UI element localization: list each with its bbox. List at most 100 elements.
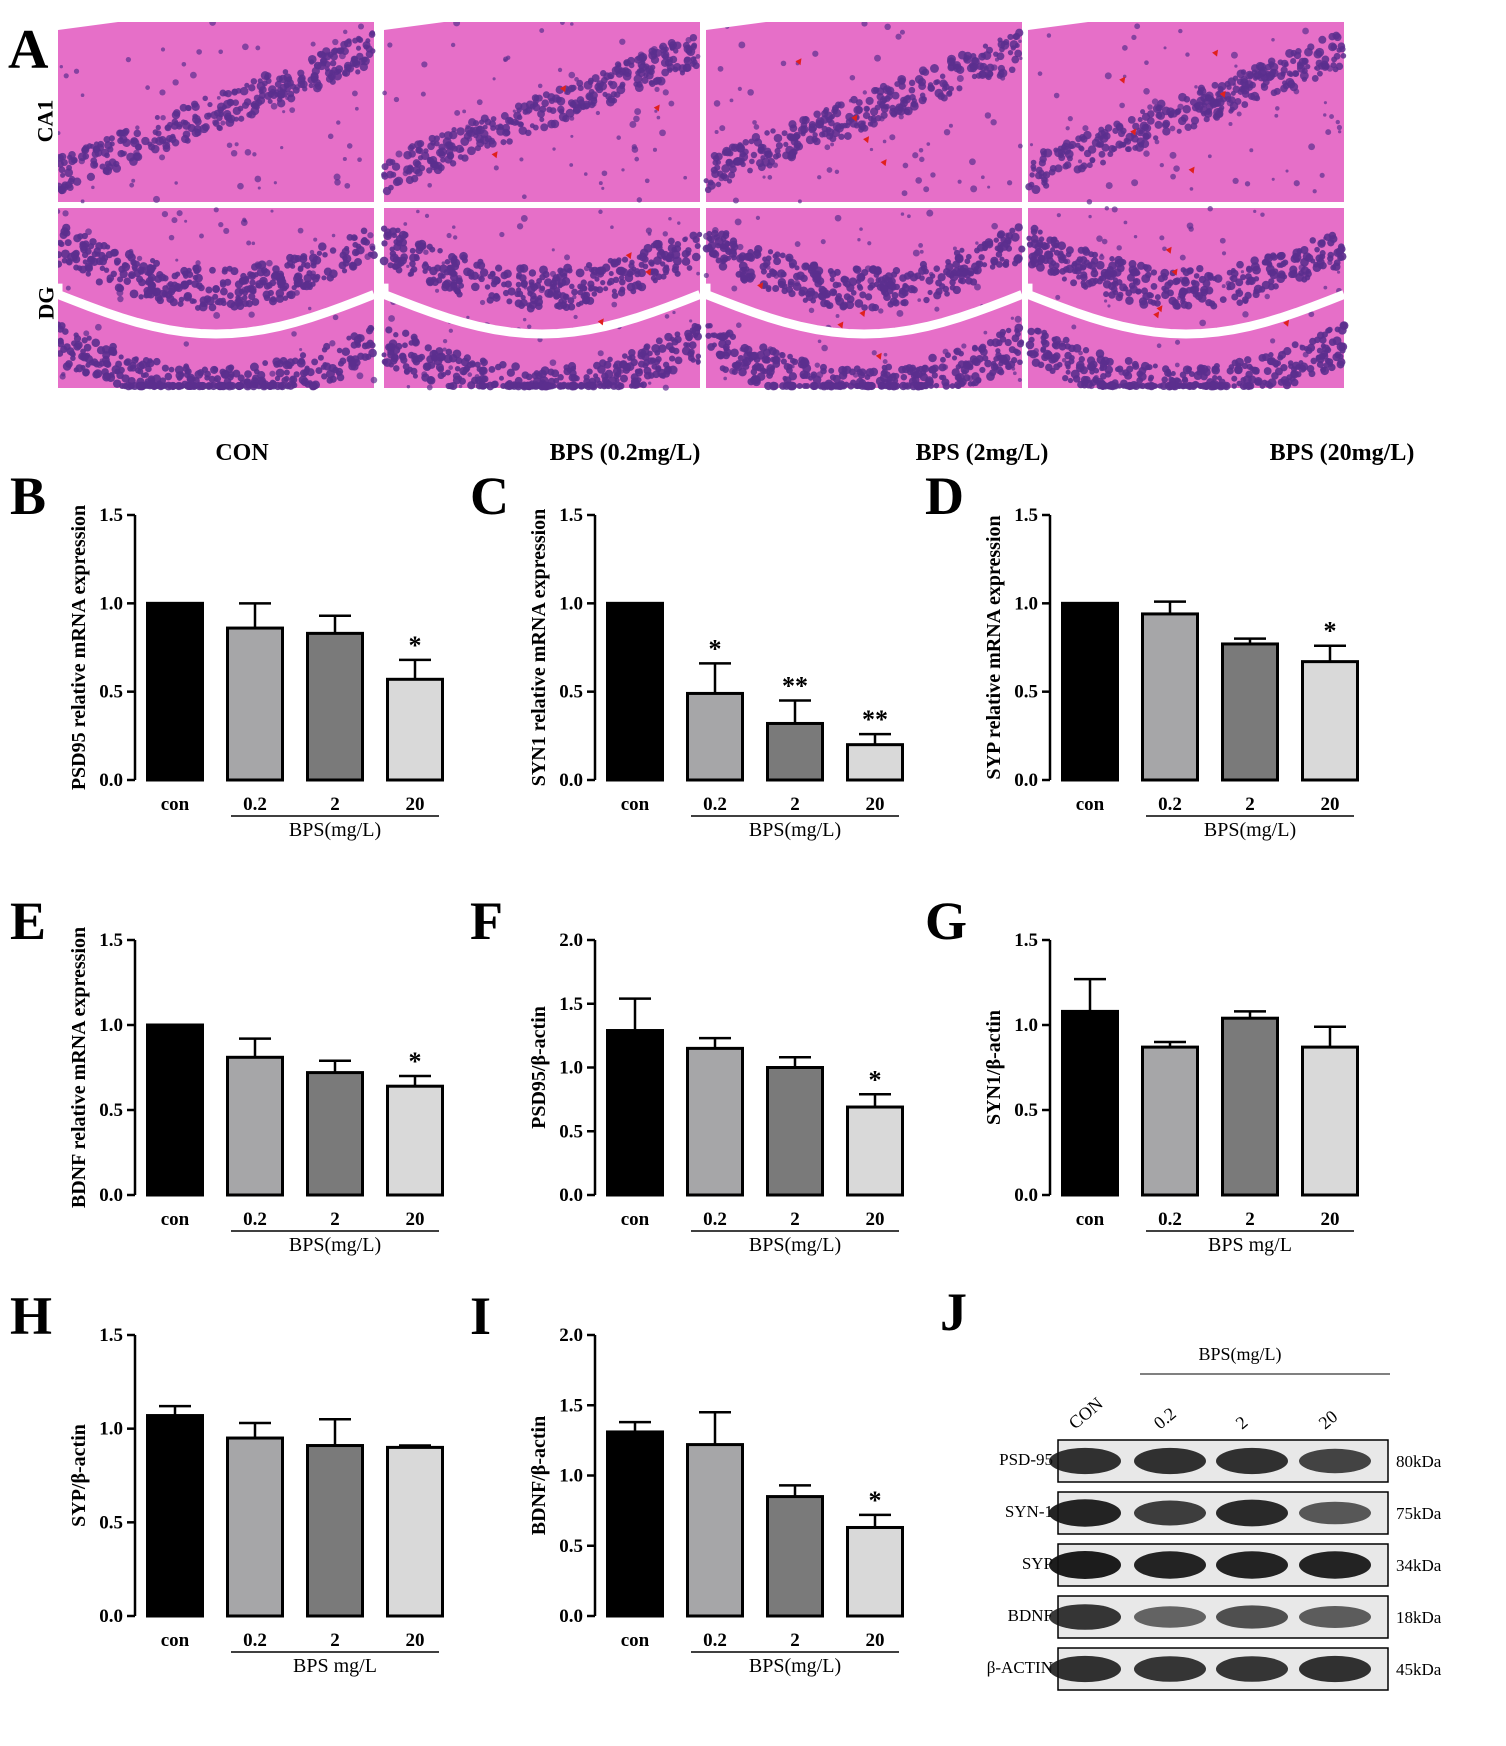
- granule-nucleus: [1042, 257, 1049, 265]
- granule-nucleus: [365, 327, 374, 335]
- granule-nucleus: [1080, 271, 1088, 279]
- pyramidal-nucleus: [864, 106, 870, 112]
- pyramidal-nucleus: [1315, 59, 1323, 67]
- pyramidal-nucleus: [703, 178, 709, 184]
- granule-nucleus: [1254, 369, 1260, 375]
- scattered-nucleus: [668, 100, 675, 107]
- granule-nucleus: [1163, 287, 1170, 294]
- panel-letter: F: [470, 891, 503, 951]
- granule-nucleus: [1050, 260, 1057, 266]
- scattered-nucleus: [1086, 199, 1093, 205]
- y-tick-label: 1.0: [99, 1015, 123, 1036]
- scattered-nucleus: [878, 308, 884, 314]
- granule-nucleus: [456, 278, 463, 285]
- granule-nucleus: [608, 376, 618, 386]
- x-tick-label: 20: [406, 1209, 425, 1230]
- granule-nucleus: [1211, 276, 1217, 282]
- granule-nucleus: [365, 341, 371, 347]
- pyramidal-nucleus: [1182, 105, 1191, 114]
- pyramidal-nucleus: [524, 129, 532, 137]
- red-arrow-marker: [757, 282, 764, 290]
- scattered-nucleus: [382, 90, 387, 96]
- granule-nucleus: [779, 382, 787, 390]
- scattered-nucleus: [869, 147, 874, 152]
- granule-nucleus: [748, 272, 756, 280]
- granule-nucleus: [1026, 235, 1032, 242]
- granule-nucleus: [286, 290, 296, 300]
- pyramidal-nucleus: [1206, 107, 1213, 114]
- granule-nucleus: [695, 353, 702, 359]
- granule-nucleus: [261, 382, 268, 390]
- pyramidal-nucleus: [1340, 53, 1347, 59]
- scattered-nucleus: [280, 146, 284, 150]
- scattered-nucleus: [452, 235, 458, 240]
- scattered-nucleus: [862, 90, 867, 95]
- scattered-nucleus: [654, 86, 660, 92]
- granule-nucleus: [1236, 299, 1244, 307]
- pyramidal-nucleus: [1321, 55, 1330, 64]
- tissue-cleft: [1023, 283, 1346, 339]
- pyramidal-nucleus: [320, 61, 327, 67]
- granule-nucleus: [412, 373, 418, 379]
- granule-nucleus: [143, 372, 149, 378]
- granule-nucleus: [118, 354, 124, 360]
- granule-nucleus: [209, 266, 216, 274]
- scattered-nucleus: [601, 186, 605, 190]
- granule-nucleus: [1053, 242, 1060, 249]
- granule-nucleus: [611, 292, 619, 299]
- scattered-nucleus: [1088, 214, 1092, 219]
- granule-nucleus: [185, 368, 192, 375]
- scattered-nucleus: [919, 156, 925, 163]
- granule-nucleus: [316, 250, 323, 256]
- scattered-nucleus: [450, 42, 456, 48]
- pyramidal-nucleus: [1280, 84, 1288, 93]
- granule-nucleus: [81, 251, 89, 259]
- granule-nucleus: [1235, 362, 1242, 369]
- granule-nucleus: [129, 289, 139, 299]
- pyramidal-nucleus: [843, 132, 852, 140]
- pyramidal-nucleus: [875, 115, 882, 122]
- pyramidal-nucleus: [112, 164, 122, 173]
- pyramidal-nucleus: [548, 97, 555, 105]
- granule-nucleus: [104, 361, 112, 368]
- significance-marker: *: [409, 631, 422, 660]
- granule-nucleus: [772, 285, 780, 293]
- granule-nucleus: [467, 381, 476, 390]
- granule-nucleus: [600, 279, 606, 286]
- granule-nucleus: [985, 240, 994, 249]
- scattered-nucleus: [299, 347, 303, 352]
- granule-nucleus: [219, 279, 227, 286]
- pyramidal-nucleus: [789, 135, 797, 142]
- granule-nucleus: [554, 302, 561, 309]
- granule-nucleus: [402, 342, 408, 349]
- pyramidal-nucleus: [1104, 124, 1113, 132]
- granule-nucleus: [992, 364, 999, 370]
- granule-nucleus: [385, 326, 393, 334]
- tissue-background: [706, 22, 1022, 202]
- scattered-nucleus: [564, 254, 571, 261]
- granule-nucleus: [1033, 351, 1039, 358]
- y-tick-label: 0.0: [559, 1606, 583, 1627]
- pyramidal-nucleus: [1283, 61, 1289, 68]
- granule-nucleus: [1045, 363, 1053, 372]
- granule-nucleus: [1319, 336, 1327, 344]
- granule-nucleus: [906, 368, 914, 376]
- granule-nucleus: [551, 369, 560, 378]
- pyramidal-nucleus: [648, 79, 654, 86]
- pyramidal-nucleus: [889, 104, 896, 112]
- tissue-gap: [58, 22, 118, 30]
- granule-nucleus: [794, 265, 800, 271]
- pyramidal-nucleus: [429, 155, 438, 164]
- wb-band: [1134, 1656, 1206, 1682]
- granule-nucleus: [831, 289, 837, 296]
- scattered-nucleus: [961, 343, 967, 349]
- scattered-nucleus: [736, 322, 742, 328]
- granule-nucleus: [265, 382, 274, 390]
- granule-nucleus: [251, 298, 260, 306]
- granule-nucleus: [575, 268, 585, 278]
- y-tick-label: 1.5: [559, 505, 583, 526]
- granule-nucleus: [570, 365, 577, 372]
- granule-nucleus: [975, 260, 982, 267]
- scattered-nucleus: [1143, 88, 1150, 95]
- granule-nucleus: [689, 231, 698, 240]
